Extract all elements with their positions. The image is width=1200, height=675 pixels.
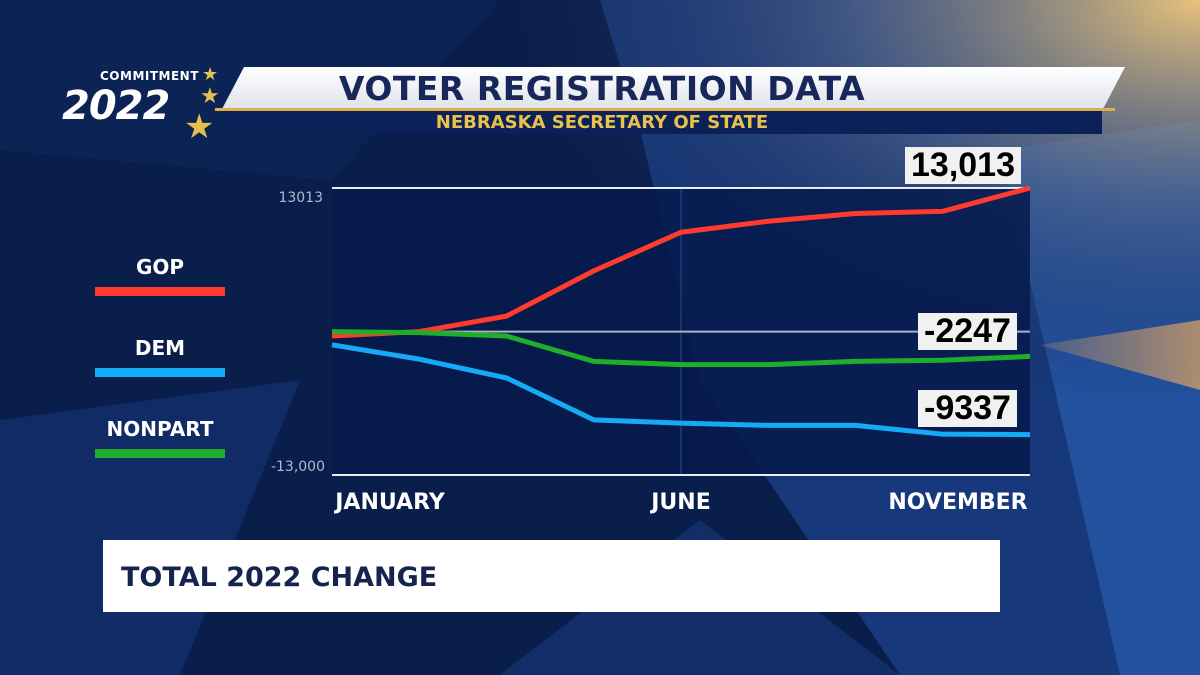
page-subtitle: NEBRASKA SECRETARY OF STATE xyxy=(435,112,769,133)
footer-text: TOTAL 2022 CHANGE xyxy=(121,562,438,593)
subtitle-strip xyxy=(222,111,1102,134)
legend-dem: DEM xyxy=(95,336,225,377)
x-tick-january: JANUARY xyxy=(335,490,445,515)
legend-swatch-gop xyxy=(95,287,225,296)
logo-year-text: 2022 xyxy=(62,83,170,129)
legend-label-dem: DEM xyxy=(134,336,186,360)
legend-swatch-dem xyxy=(95,368,225,377)
y-tick-bottom: -13,000 xyxy=(270,459,325,475)
x-tick-november: NOVEMBER xyxy=(888,490,1028,515)
title-banner xyxy=(222,67,1125,109)
nonpart-total-callout: -2247 xyxy=(918,313,1017,350)
star-icon: ★ xyxy=(184,107,215,147)
legend-gop: GOP xyxy=(95,255,225,296)
footer-box: TOTAL 2022 CHANGE xyxy=(103,540,1000,612)
star-icon: ★ xyxy=(200,84,220,109)
x-tick-june: JUNE xyxy=(651,490,711,515)
star-icon: ★ xyxy=(202,64,219,85)
legend-label-gop: GOP xyxy=(135,255,185,279)
y-tick-top: 13013 xyxy=(278,190,323,206)
commitment-2022-logo: COMMITMENT 2022 ★ ★ ★ xyxy=(60,66,230,150)
gop-total-callout: 13,013 xyxy=(905,147,1021,184)
banner-divider xyxy=(215,108,1115,111)
page-title: VOTER REGISTRATION DATA xyxy=(338,69,866,108)
legend-label-nonpart: NONPART xyxy=(106,417,214,441)
dem-total-callout: -9337 xyxy=(918,390,1017,427)
legend-swatch-nonpart xyxy=(95,449,225,458)
legend-nonpart: NONPART xyxy=(95,417,225,458)
logo-commitment-text: COMMITMENT xyxy=(100,69,199,83)
